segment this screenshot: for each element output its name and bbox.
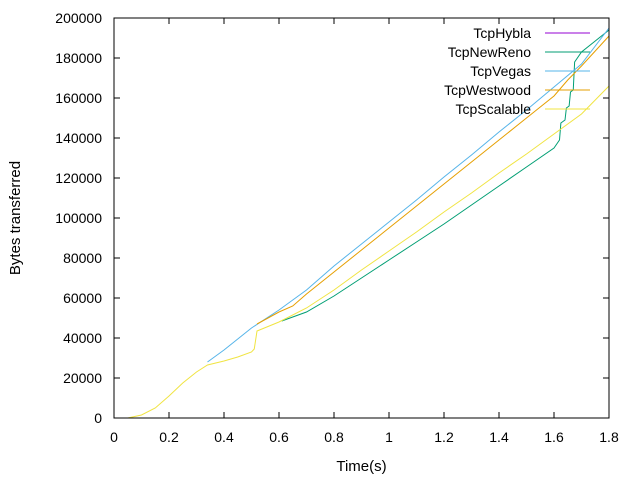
legend-label: TcpWestwood [444,82,531,98]
legend-label: TcpVegas [470,63,531,79]
series-line-tcpwestwood [256,35,610,325]
y-tick-label: 0 [94,410,102,426]
x-tick-label: 0 [110,429,118,445]
series-line-tcpscalable [127,85,610,419]
y-tick-label: 100000 [55,210,102,226]
y-axis-label: Bytes transferred [7,161,24,275]
legend-label: TcpNewReno [448,44,531,60]
x-tick-label: 1.2 [434,429,454,445]
y-tick-label: 60000 [63,290,102,306]
legend-label: TcpScalable [456,101,532,117]
y-tick-label: 120000 [55,170,102,186]
x-tick-label: 0.6 [269,429,289,445]
y-tick-label: 40000 [63,330,102,346]
x-tick-label: 0.2 [159,429,179,445]
y-tick-label: 160000 [55,90,102,106]
y-tick-label: 200000 [55,10,102,26]
x-tick-label: 1.8 [599,429,619,445]
x-tick-label: 1.4 [489,429,509,445]
x-tick-label: 1 [385,429,393,445]
series-line-tcpnewreno [281,29,610,322]
x-axis-label: Time(s) [336,458,386,475]
x-tick-label: 0.8 [324,429,344,445]
x-tick-label: 0.4 [214,429,234,445]
y-tick-label: 180000 [55,50,102,66]
legend: TcpHybla TcpNewReno TcpVegas TcpWestwood Tcp… [444,25,590,117]
legend-label: TcpHybla [473,25,531,41]
x-tick-label: 1.6 [544,429,564,445]
y-tick-label: 80000 [63,250,102,266]
y-tick-label: 20000 [63,370,102,386]
series-layer [127,27,610,419]
axis-ticks: 0 0.2 0.4 0.6 0.8 1 1.2 1.4 1.6 1.8 0 20000 40000 600… [55,10,619,445]
y-tick-label: 140000 [55,130,102,146]
